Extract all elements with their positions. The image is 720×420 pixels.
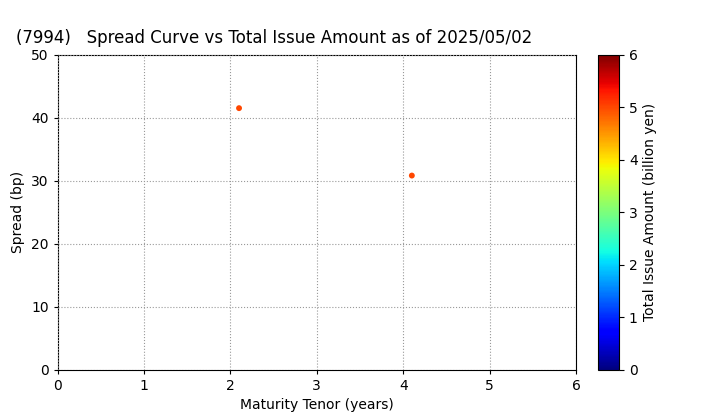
Point (233, 105, 245, 112)
Point (406, 172, 418, 179)
Y-axis label: Total Issue Amount (billion yen): Total Issue Amount (billion yen) (644, 103, 657, 321)
Text: (7994)   Spread Curve vs Total Issue Amount as of 2025/05/02: (7994) Spread Curve vs Total Issue Amoun… (16, 29, 532, 47)
Y-axis label: Spread (bp): Spread (bp) (12, 171, 25, 253)
X-axis label: Maturity Tenor (years): Maturity Tenor (years) (240, 398, 394, 412)
